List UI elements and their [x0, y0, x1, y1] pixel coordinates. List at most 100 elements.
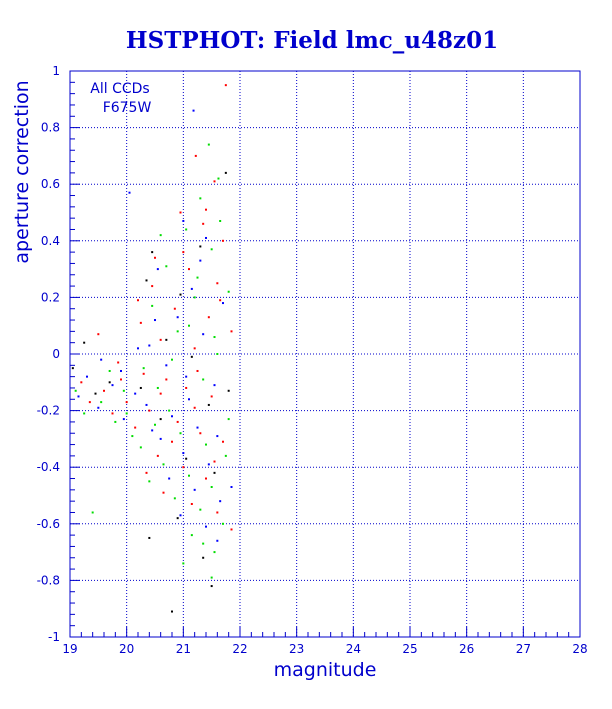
y-tick-label: -0.4 [37, 460, 60, 474]
scatter-point [230, 528, 233, 531]
scatter-point [159, 437, 162, 440]
scatter-point [134, 392, 137, 395]
scatter-point [217, 177, 220, 180]
scatter-point [137, 347, 139, 350]
x-axis-label: magnitude [274, 659, 377, 681]
scatter-point [182, 251, 185, 254]
scatter-point [176, 517, 179, 520]
scatter-point [188, 324, 190, 327]
y-tick-label: -1 [48, 630, 60, 644]
scatter-point [193, 406, 196, 409]
x-tick-label: 26 [459, 642, 474, 656]
scatter-point [210, 585, 213, 588]
y-tick-label: -0.8 [37, 573, 60, 587]
scatter-point [190, 355, 193, 358]
scatter-point [182, 562, 185, 565]
scatter-point [139, 446, 142, 449]
scatter-point [120, 378, 122, 381]
scatter-point [125, 412, 128, 415]
scatter-point [219, 219, 222, 222]
scatter-point [202, 333, 205, 336]
scatter-point [190, 502, 193, 505]
scatter-point [199, 245, 202, 248]
scatter-point [196, 426, 199, 429]
scatter-point [91, 511, 94, 514]
scatter-point [145, 403, 148, 406]
scatter-point [114, 420, 117, 423]
scatter-point [210, 395, 213, 398]
scatter-point [108, 369, 111, 372]
scatter-point [156, 454, 159, 457]
scatter-point [173, 307, 176, 310]
scatter-point [193, 296, 196, 299]
scatter-point [216, 539, 219, 542]
scatter-point [224, 454, 227, 457]
scatter-point [83, 412, 86, 415]
scatter-point [185, 375, 188, 378]
x-tick-label: 24 [346, 642, 361, 656]
scatter-point [216, 511, 219, 514]
scatter-point [151, 285, 154, 288]
scatter-point [207, 143, 210, 146]
scatter-point [227, 290, 230, 293]
x-tick-label: 25 [402, 642, 417, 656]
scatter-point [100, 401, 103, 404]
scatter-point [179, 211, 182, 214]
scatter-point [224, 171, 227, 174]
scatter-point [111, 412, 114, 415]
x-tick-label: 21 [176, 642, 191, 656]
scatter-point [139, 386, 142, 389]
scatter-point [213, 460, 216, 463]
scatter-point [190, 287, 193, 290]
scatter-point [151, 304, 154, 307]
scatter-point [222, 239, 224, 242]
scatter-point [213, 471, 216, 474]
scatter-point [120, 369, 122, 372]
scatter-point [185, 457, 188, 460]
scatter-point [171, 358, 173, 361]
scatter-point [86, 375, 88, 378]
scatter-point [162, 463, 165, 466]
grid [70, 71, 580, 637]
scatter-point [179, 432, 182, 435]
scatter-point [103, 389, 105, 392]
scatter-point [165, 364, 168, 367]
scatter-point [142, 372, 145, 375]
scatter-point [134, 426, 137, 429]
scatter-point [196, 369, 199, 372]
scatter-point [182, 466, 185, 469]
scatter-point [207, 316, 210, 319]
x-tick-label: 20 [119, 642, 134, 656]
y-tick-label: 0.6 [41, 177, 60, 191]
scatter-point [199, 508, 202, 511]
scatter-point [171, 610, 173, 613]
scatter-point [193, 488, 196, 491]
scatter-point [193, 347, 196, 350]
scatter-point [188, 398, 190, 401]
scatter-point [148, 480, 151, 483]
scatter-point [122, 418, 125, 421]
x-tick-label: 27 [516, 642, 531, 656]
scatter-point [227, 389, 230, 392]
scatter-point [210, 248, 213, 251]
scatter-point [179, 514, 182, 517]
scatter-point [148, 536, 151, 539]
scatter-point [213, 551, 216, 554]
scatter-point [154, 256, 156, 259]
y-tick-labels: 1 0.8 0.6 0.4 0.2 0 -0.2 -0.4 -0.6 -0.8 -1 [37, 64, 60, 644]
scatter-point [222, 440, 224, 443]
scatter-point [219, 299, 222, 302]
scatter-point [176, 420, 179, 423]
scatter-point [176, 330, 179, 333]
x-tick-label: 22 [232, 642, 247, 656]
scatter-point [202, 542, 205, 545]
scatter-point [165, 338, 168, 341]
scatter-point [159, 234, 162, 237]
scatter-point [154, 423, 156, 426]
y-tick-label: 0.4 [41, 234, 60, 248]
y-tick-label: 1 [52, 64, 60, 78]
scatter-point [80, 381, 83, 384]
y-tick-label: 0 [52, 347, 60, 361]
scatter-point [219, 500, 222, 503]
